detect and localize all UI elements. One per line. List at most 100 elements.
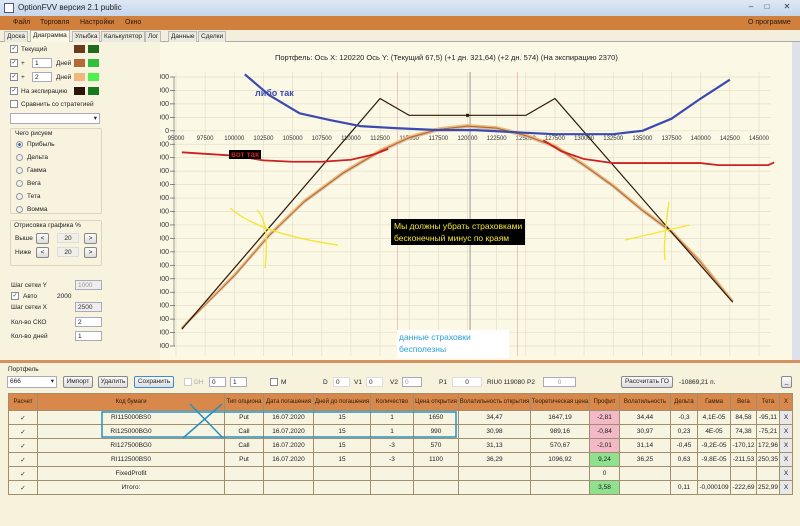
menu-settings[interactable]: Настройки	[80, 19, 115, 26]
remove-row-button[interactable]: X	[779, 438, 793, 453]
spin1-input[interactable]: 0	[209, 377, 226, 387]
grid-x-input[interactable]: 2500	[75, 302, 102, 312]
days-input[interactable]: 1	[75, 331, 102, 341]
expiration-color-swatch-2[interactable]	[88, 87, 99, 95]
table-cell: RI127500BG0	[37, 438, 225, 453]
column-header[interactable]: Дней до погашения	[313, 393, 371, 411]
p2-input[interactable]: 0	[543, 377, 576, 387]
plus1-checkbox[interactable]: ✓	[10, 59, 18, 67]
column-header[interactable]: Дельта	[670, 393, 698, 411]
plus1-days-input[interactable]: 1	[32, 58, 52, 68]
tab-calculator[interactable]: Калькулятор	[101, 31, 146, 42]
plus2-color-swatch[interactable]	[74, 73, 85, 81]
calc-checkbox[interactable]: ✓	[8, 410, 38, 425]
radio-option[interactable]	[16, 193, 23, 200]
column-header[interactable]: X	[779, 393, 793, 411]
calc-checkbox[interactable]: ✓	[8, 480, 38, 495]
remove-row-button[interactable]: X	[779, 410, 793, 425]
plus1-color-swatch-2[interactable]	[88, 59, 99, 67]
collapse-button[interactable]: _	[781, 376, 792, 388]
grid-y-input[interactable]: 1000	[75, 280, 102, 290]
auto-checkbox[interactable]: ✓	[11, 292, 19, 300]
compare-checkbox[interactable]	[10, 100, 18, 108]
column-header[interactable]: Расчет	[8, 393, 38, 411]
table-row[interactable]: ✓ FixedProfit 0 X	[8, 466, 793, 481]
panel-splitter[interactable]	[0, 360, 800, 363]
table-row[interactable]: ✓ RI112500BS0 Put 16.07.2020 15 -3 1100 36,29 10…	[8, 452, 793, 467]
expiration-checkbox[interactable]: ✓	[10, 87, 18, 95]
import-button[interactable]: Импорт	[63, 376, 93, 388]
calculate-margin-button[interactable]: Рассчитать ГО	[621, 376, 673, 388]
calc-checkbox[interactable]: ✓	[8, 452, 38, 467]
above-decrease-button[interactable]: <	[36, 233, 49, 244]
column-header[interactable]: Тета	[756, 393, 780, 411]
table-cell: 36,25	[619, 452, 671, 467]
radio-option[interactable]	[16, 180, 23, 187]
plus2-days-input[interactable]: 2	[32, 72, 52, 82]
menu-window[interactable]: Окно	[125, 19, 142, 26]
x-tick-label: 135000	[632, 136, 653, 142]
profit-chart: Портфель: Ось X: 120220 Ось Y: (Текущий …	[147, 42, 792, 360]
above-input[interactable]: 20	[57, 233, 79, 243]
column-header[interactable]: Код бумаги	[37, 393, 225, 411]
current-checkbox[interactable]: ✓	[10, 45, 18, 53]
below-decrease-button[interactable]: <	[36, 247, 49, 258]
dh-checkbox[interactable]	[184, 378, 192, 386]
minimize-button[interactable]: –	[748, 2, 754, 11]
v2-input[interactable]: 0	[402, 377, 422, 387]
plus1-color-swatch[interactable]	[74, 59, 85, 67]
column-header[interactable]: Вега	[730, 393, 757, 411]
window-title: OptionFVV версия 2.1 public	[18, 3, 122, 12]
menu-trade[interactable]: Торговля	[40, 19, 70, 26]
column-header[interactable]: Теоретическая цена	[530, 393, 590, 411]
below-increase-button[interactable]: >	[84, 247, 97, 258]
portfolio-select[interactable]: 666 ▾	[7, 376, 57, 388]
tab-smile[interactable]: Улыбка	[72, 31, 101, 42]
below-input[interactable]: 20	[57, 247, 79, 257]
table-cell: 1	[370, 424, 414, 439]
menu-about[interactable]: О программе	[748, 19, 791, 26]
remove-row-button[interactable]: X	[779, 466, 793, 481]
spin2-input[interactable]: 1	[230, 377, 247, 387]
current-color-swatch[interactable]	[74, 45, 85, 53]
tab-log[interactable]: Лог	[145, 31, 162, 42]
table-row[interactable]: ✓ RI127500BG0 Call 16.07.2020 15 -3 570 31,13 57…	[8, 438, 793, 453]
plus2-color-swatch-2[interactable]	[88, 73, 99, 81]
radio-option[interactable]	[16, 206, 23, 213]
maximize-button[interactable]: □	[764, 2, 770, 11]
v1-input[interactable]: 0	[366, 377, 383, 387]
remove-row-button[interactable]: X	[779, 480, 793, 495]
table-row[interactable]: ✓ Итого: 3,58 0,11 -0,000109 -222,69 252,99 X	[8, 480, 793, 495]
delete-button[interactable]: Удалить	[98, 376, 128, 388]
tab-deals[interactable]: Сделки	[198, 31, 227, 42]
tab-data[interactable]: Данные	[168, 31, 198, 42]
save-button[interactable]: Сохранить	[134, 376, 174, 388]
radio-option[interactable]	[16, 167, 23, 174]
remove-row-button[interactable]: X	[779, 452, 793, 467]
radio-option[interactable]	[16, 141, 23, 148]
column-header[interactable]: Профит	[589, 393, 620, 411]
sko-input[interactable]: 2	[75, 317, 102, 327]
tab-diagram[interactable]: Диаграмма	[30, 30, 70, 43]
current-color-swatch-2[interactable]	[88, 45, 99, 53]
table-cell: 36,29	[458, 452, 531, 467]
m-checkbox[interactable]	[270, 378, 278, 386]
radio-option[interactable]	[16, 154, 23, 161]
table-cell: 30,97	[619, 424, 671, 439]
close-button[interactable]: ✕	[783, 2, 791, 11]
menu-file[interactable]: Файл	[13, 19, 31, 26]
table-cell: Call	[224, 424, 264, 439]
p1-input[interactable]: 0	[452, 377, 482, 387]
table-cell: -0,84	[589, 424, 620, 439]
above-increase-button[interactable]: >	[84, 233, 97, 244]
strategy-select[interactable]: ▾	[10, 113, 100, 124]
plus2-checkbox[interactable]: ✓	[10, 73, 18, 81]
tab-board[interactable]: Доска	[4, 31, 28, 42]
column-header[interactable]: Волатильность	[619, 393, 671, 411]
p2-label: P2	[527, 379, 535, 386]
right-edge-scrollbar[interactable]	[792, 42, 800, 360]
chevron-down-icon: ▾	[93, 115, 97, 122]
d-input[interactable]: 0	[333, 377, 350, 387]
x-tick-label: 142500	[720, 136, 741, 142]
expiration-color-swatch[interactable]	[74, 87, 85, 95]
